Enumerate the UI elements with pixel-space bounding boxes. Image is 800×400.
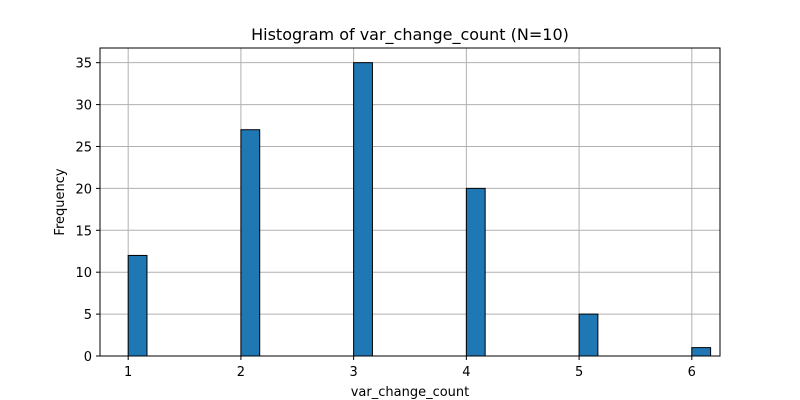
y-tick-label: 20 [75,182,92,197]
y-tick-label: 35 [75,57,92,72]
histogram-bar [578,313,599,357]
y-tick-label: 5 [84,308,92,323]
x-tick-label: 1 [124,365,132,380]
grid-layer [100,48,720,357]
histogram-bar [353,62,373,357]
y-tick-label: 0 [84,350,92,365]
bars-layer [127,62,712,357]
ticks-layer: 1 2 3 4 5 6 0 5 10 15 20 25 30 35 [75,57,696,380]
chart-title: Histogram of var_change_count (N=10) [251,25,569,45]
y-tick-label: 15 [75,224,92,239]
y-tick-label: 10 [75,266,92,281]
plot-frame [99,47,721,357]
y-tick-label: 30 [75,99,92,114]
x-tick-label: 6 [688,365,696,380]
histogram-bar [127,254,148,357]
x-tick-label: 4 [462,365,470,380]
x-axis-label: var_change_count [351,385,470,400]
x-tick-label: 5 [575,365,583,380]
histogram-bar [465,187,486,357]
histogram-bar [240,129,261,357]
x-tick-label: 2 [237,365,245,380]
histogram-bar [691,347,712,357]
y-tick-label: 25 [75,140,92,155]
y-axis-label: Frequency [53,168,68,235]
x-tick-label: 3 [349,365,357,380]
